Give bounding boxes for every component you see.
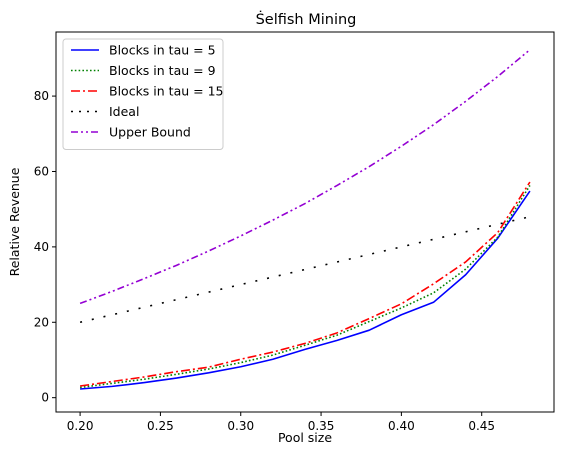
y-axis-label: Relative Revenue: [7, 167, 22, 276]
series-lines: [79, 49, 531, 390]
series-line-3: [79, 181, 531, 387]
legend-label: Ideal: [109, 104, 139, 119]
legend-label: Blocks in tau = 15: [109, 84, 223, 99]
y-tick-label: 40: [34, 240, 49, 254]
x-tick-label: 0.35: [308, 419, 335, 433]
y-tick-label: 20: [34, 315, 49, 329]
series-line-5: [79, 49, 531, 305]
legend-box: [62, 38, 224, 150]
y-tick-label: 60: [34, 164, 49, 178]
y-tick-label: 0: [41, 391, 49, 405]
x-tick-label: 0.25: [147, 419, 174, 433]
legend-label: Blocks in tau = 5: [109, 43, 216, 58]
legend-label: Blocks in tau = 9: [109, 63, 216, 78]
x-axis-ticks: 0.20 0.25 0.30 0.35 0.40 0.45: [67, 412, 495, 433]
x-tick-label: 0.30: [227, 419, 254, 433]
legend-label: Upper Bound: [109, 125, 191, 140]
x-axis-label: Pool size: [278, 430, 332, 445]
x-tick-label: 0.40: [388, 419, 415, 433]
series-line-4: [79, 215, 531, 324]
series-line-2: [79, 185, 531, 389]
legend: Blocks in tau = 5 Blocks in tau = 9 Blocks…: [62, 38, 224, 150]
plot-area: [55, 31, 555, 413]
chart-title: Ṡelfish Mining: [256, 10, 357, 28]
series-line-1: [80, 190, 531, 390]
x-tick-label: 0.45: [468, 419, 495, 433]
y-tick-label: 80: [34, 89, 49, 103]
x-tick-label: 0.20: [67, 419, 94, 433]
y-axis-ticks: 0 20 40 60 80: [34, 89, 56, 405]
